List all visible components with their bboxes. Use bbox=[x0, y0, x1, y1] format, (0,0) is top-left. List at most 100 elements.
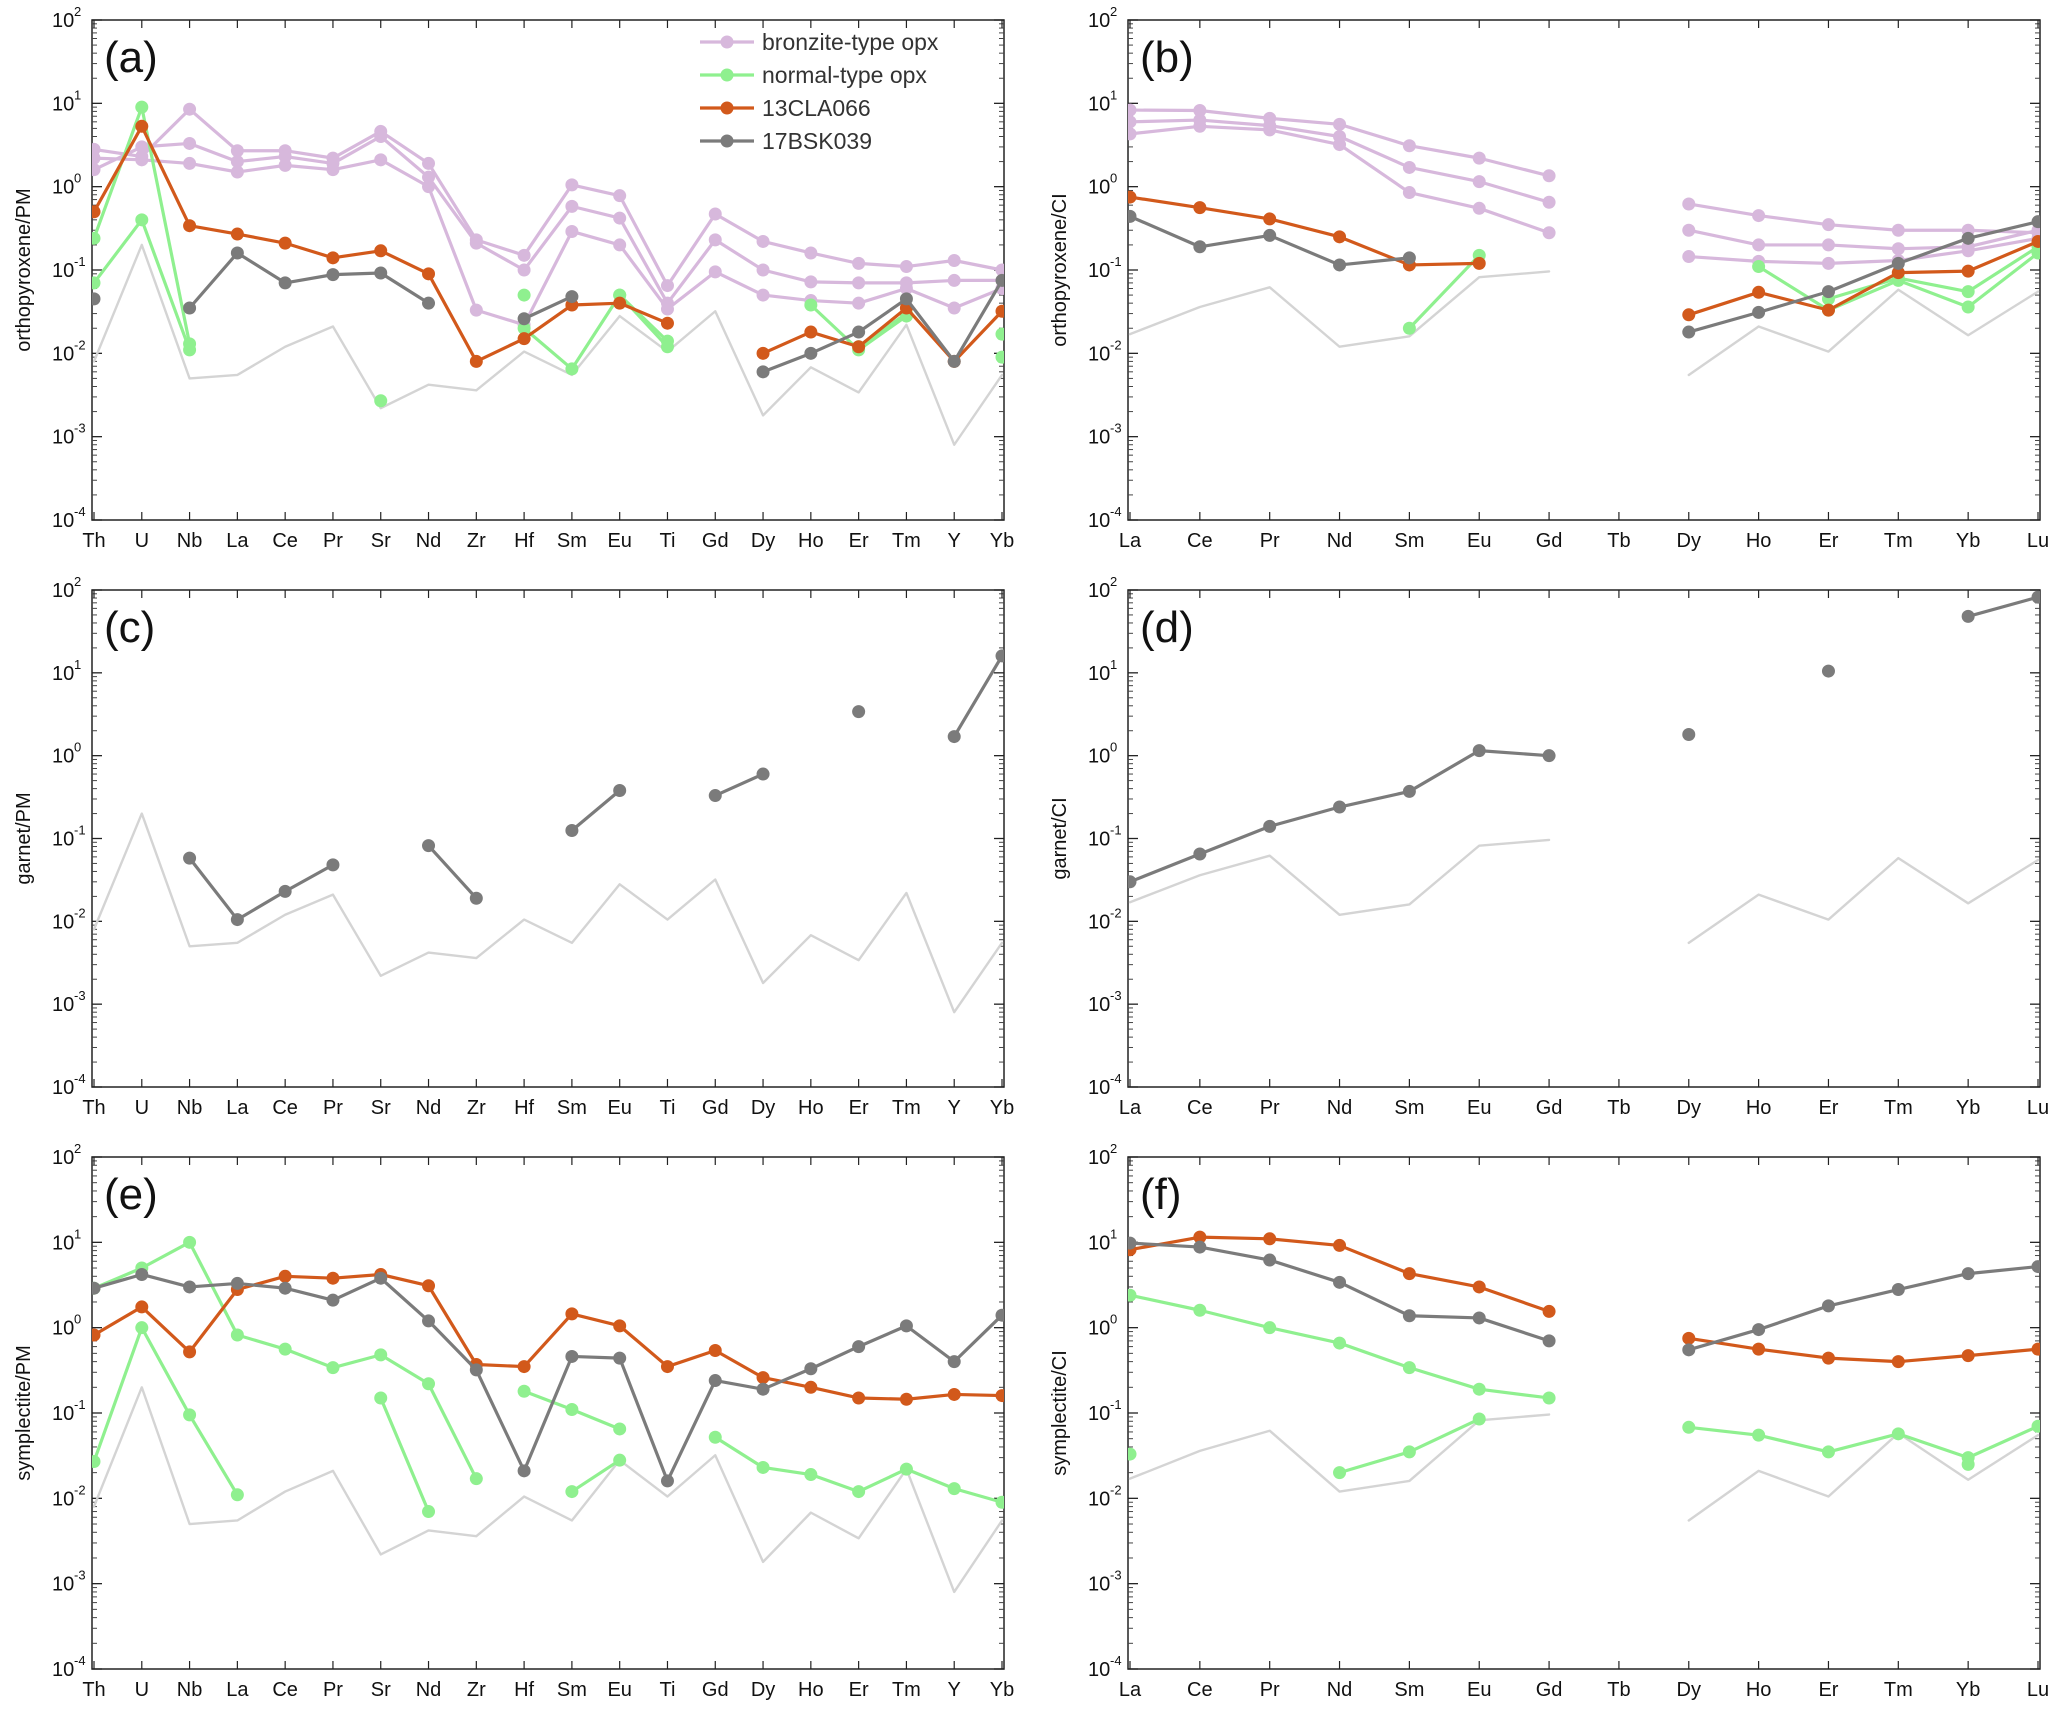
y-tick-exponent: -2 bbox=[74, 905, 86, 920]
series-normal-type-opx-point bbox=[1402, 1361, 1416, 1375]
y-tick-exponent: -1 bbox=[1110, 254, 1122, 269]
x-tick-label: Eu bbox=[1467, 1679, 1491, 1701]
series-normal-type-opx-point bbox=[852, 1485, 866, 1499]
y-tick-label: 10 bbox=[52, 1318, 74, 1340]
y-tick-label: 10 bbox=[1088, 911, 1110, 933]
series-bronzite-type-opx-point bbox=[422, 170, 436, 184]
series-17bsk039-point bbox=[1542, 749, 1556, 763]
x-tick-label: Pr bbox=[323, 1097, 343, 1119]
series-17bsk039-point bbox=[2031, 590, 2040, 604]
series-bronzite-type-opx-point bbox=[565, 178, 579, 192]
series-13cla066-line bbox=[92, 1272, 1004, 1401]
legend: bronzite-type opx normal-type opx 13CLA066… bbox=[700, 29, 939, 154]
series-normal-type-opx-point bbox=[708, 1430, 722, 1444]
y-tick-label: 10 bbox=[1088, 1232, 1110, 1254]
x-tick-label: Ho bbox=[798, 530, 824, 552]
data-layer bbox=[92, 649, 1004, 1014]
y-tick-label: 10 bbox=[52, 343, 74, 365]
series-normal-type-opx-point bbox=[1961, 300, 1975, 314]
series-bronzite-type-opx-point bbox=[852, 276, 866, 290]
y-tick-exponent: 0 bbox=[1110, 171, 1117, 186]
series-13cla066-point bbox=[756, 1371, 770, 1385]
y-tick-exponent: -4 bbox=[74, 1071, 86, 1086]
series-bronzite-type-opx-point bbox=[947, 301, 961, 315]
series-bronzite-type-opx-point bbox=[1472, 175, 1486, 189]
series-17bsk039-line bbox=[426, 844, 478, 900]
y-tick-exponent: -4 bbox=[74, 1653, 86, 1668]
series-bronzite-type-opx-point bbox=[613, 211, 627, 225]
series-17bsk039-point bbox=[326, 858, 340, 872]
series-17bsk039-point bbox=[230, 246, 244, 260]
x-tick-label: Ce bbox=[1187, 1097, 1213, 1119]
reference-line bbox=[1687, 856, 2040, 945]
series-bronzite-type-opx-point bbox=[1402, 186, 1416, 200]
series-13cla066-point bbox=[135, 119, 149, 133]
x-tick-label: Sm bbox=[1394, 530, 1424, 552]
series-normal-type-opx-point bbox=[1333, 1466, 1347, 1480]
series-bronzite-type-opx-point bbox=[135, 153, 149, 167]
y-tick-exponent: -4 bbox=[74, 504, 86, 519]
y-tick-label: 10 bbox=[52, 93, 74, 115]
series-13cla066-point bbox=[183, 219, 197, 233]
series-normal-type-opx-line bbox=[92, 1326, 239, 1497]
series-17bsk039-point bbox=[804, 1362, 818, 1376]
x-tick-label: Yb bbox=[990, 1679, 1014, 1701]
series-normal-type-opx-line bbox=[1687, 1424, 2040, 1460]
series-17bsk039-line bbox=[761, 278, 1004, 374]
series-13cla066-point bbox=[1472, 1280, 1486, 1294]
x-tick-label: Tm bbox=[1884, 530, 1913, 552]
x-tick-label: Dy bbox=[751, 1097, 775, 1119]
y-tick-label: 10 bbox=[52, 1574, 74, 1596]
series-17bsk039-point bbox=[708, 789, 722, 803]
series-17bsk039-point bbox=[1263, 819, 1277, 833]
x-tick-label: Ce bbox=[272, 1679, 298, 1701]
x-tick-label: Gd bbox=[1536, 1679, 1563, 1701]
series-13cla066-point bbox=[326, 251, 340, 265]
series-17bsk039-point bbox=[1542, 1334, 1556, 1348]
series-bronzite-type-opx-point bbox=[852, 256, 866, 270]
series-17bsk039-point bbox=[183, 1280, 197, 1294]
x-tick-label: Eu bbox=[607, 530, 631, 552]
series-bronzite-type-opx-point bbox=[1821, 218, 1835, 232]
series-bronzite-type-opx-point bbox=[469, 303, 483, 317]
x-tick-label: Hf bbox=[514, 1679, 534, 1701]
y-tick-label: 10 bbox=[52, 1147, 74, 1169]
legend-label: normal-type opx bbox=[762, 62, 927, 88]
series-17bsk039-point bbox=[995, 273, 1004, 287]
series-normal-type-opx-point bbox=[1263, 1321, 1277, 1335]
series-17bsk039-point bbox=[1263, 228, 1277, 242]
series-normal-type-opx-point bbox=[1128, 1447, 1137, 1461]
y-tick-exponent: 0 bbox=[74, 1312, 81, 1327]
y-tick-exponent: 2 bbox=[74, 1141, 81, 1156]
series-17bsk039-point bbox=[899, 292, 913, 306]
y-tick-label: 10 bbox=[52, 1488, 74, 1510]
x-tick-label: Nb bbox=[177, 530, 203, 552]
series-17bsk039-point bbox=[469, 1363, 483, 1377]
series-bronzite-type-opx-point bbox=[1542, 195, 1556, 209]
series-13cla066-point bbox=[995, 1389, 1004, 1403]
y-tick-exponent: -1 bbox=[74, 254, 86, 269]
series-17bsk039-point bbox=[1821, 664, 1835, 678]
y-tick-label: 10 bbox=[52, 663, 74, 685]
series-17bsk039-point bbox=[1682, 1343, 1696, 1357]
y-tick-exponent: -4 bbox=[1110, 1653, 1122, 1668]
x-tick-label: Pr bbox=[1260, 530, 1280, 552]
series-13cla066-point bbox=[1961, 1349, 1975, 1363]
series-13cla066-point bbox=[2031, 234, 2040, 248]
series-13cla066-point bbox=[230, 227, 244, 241]
series-17bsk039-point bbox=[947, 354, 961, 368]
series-13cla066-point bbox=[613, 296, 627, 310]
series-17bsk039-line bbox=[570, 788, 622, 833]
series-13cla066-point bbox=[278, 1269, 292, 1283]
series-normal-type-opx-point bbox=[230, 1488, 244, 1502]
series-13cla066-line bbox=[1687, 1336, 2040, 1364]
x-tick-label: Ho bbox=[1746, 1679, 1772, 1701]
series-13cla066-point bbox=[565, 1307, 579, 1321]
y-tick-label: 10 bbox=[1088, 1318, 1110, 1340]
series-bronzite-type-opx-point bbox=[756, 288, 770, 302]
series-17bsk039-point bbox=[1821, 285, 1835, 299]
y-tick-label: 10 bbox=[1088, 1077, 1110, 1099]
